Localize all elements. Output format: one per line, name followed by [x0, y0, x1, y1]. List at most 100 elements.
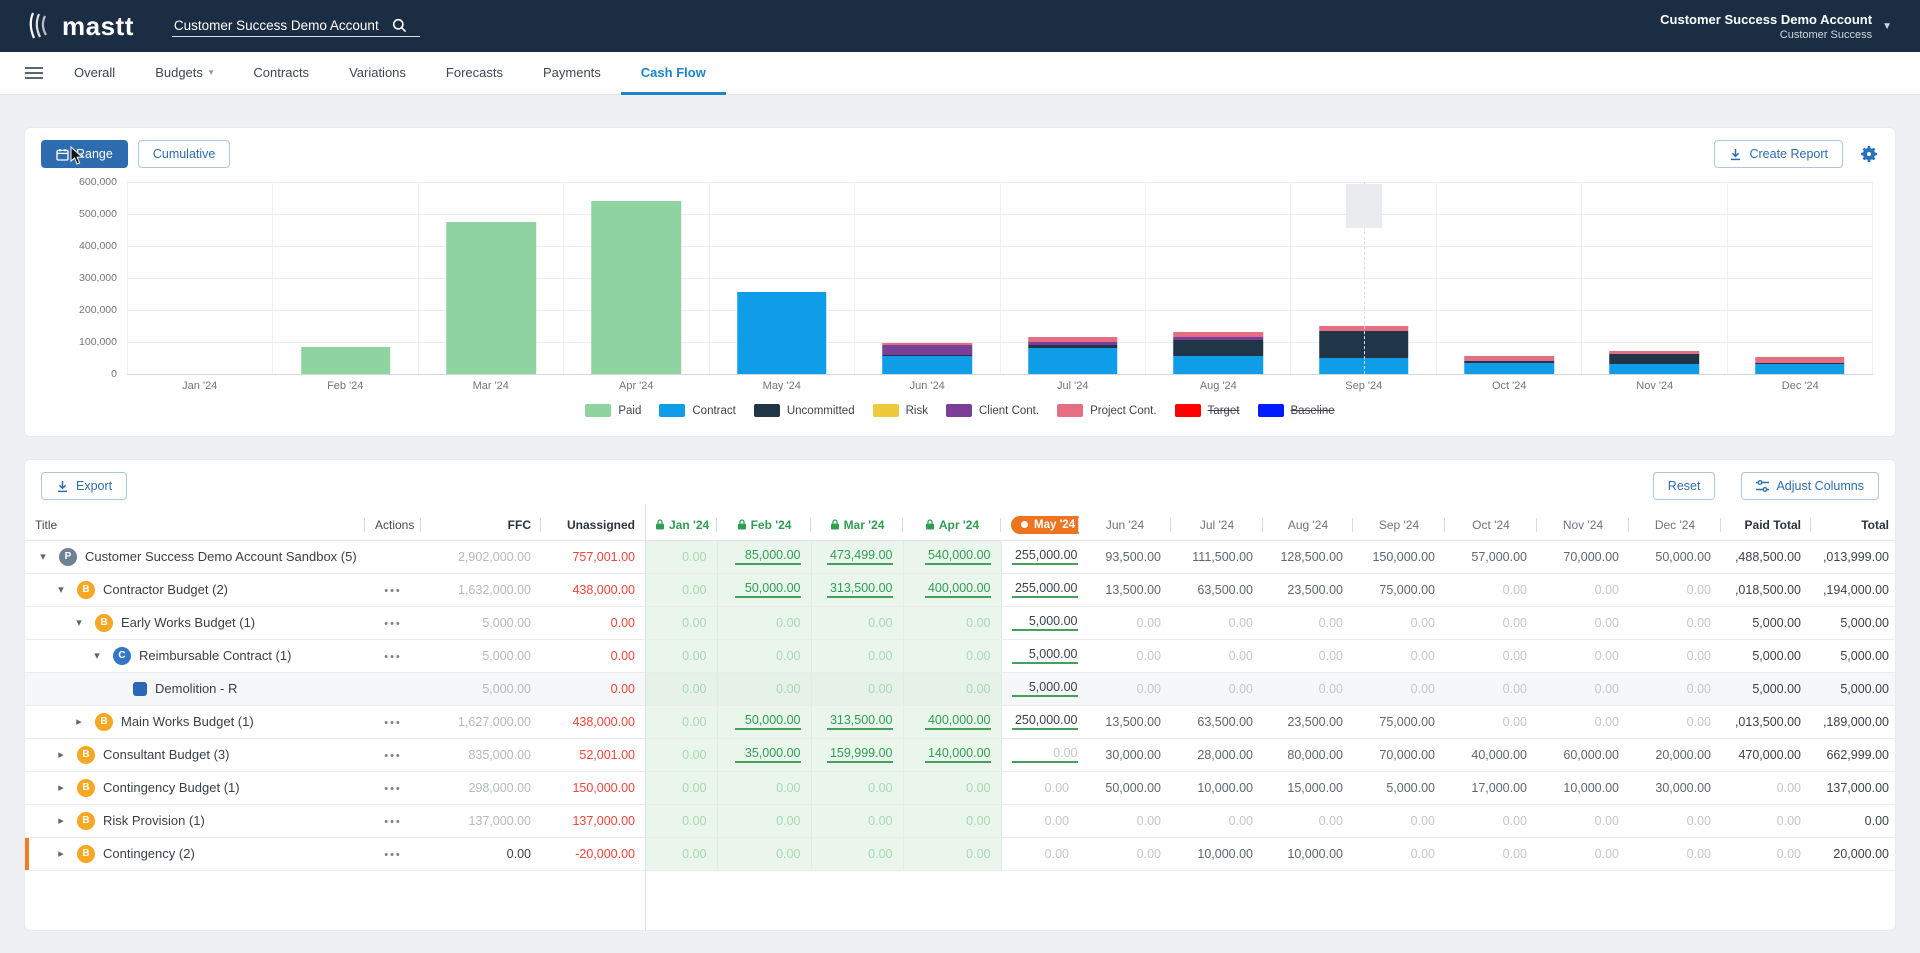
more-actions-icon[interactable]: ••• [384, 749, 402, 762]
stacked-bar[interactable] [1464, 356, 1554, 374]
more-actions-icon[interactable]: ••• [384, 650, 402, 663]
tab-payments[interactable]: Payments [523, 52, 621, 95]
stacked-bar[interactable] [1027, 337, 1118, 374]
row-title[interactable]: Contractor Budget (2) [103, 582, 229, 597]
col-header-month-future[interactable]: Dec '24 [1629, 510, 1721, 541]
month-value-current[interactable]: 255,000.00 [1011, 581, 1078, 598]
bar-segment-uncommitted[interactable] [1755, 363, 1845, 364]
bar-segment-uncommitted[interactable] [1318, 331, 1409, 358]
bar-segment-paid[interactable] [591, 201, 682, 374]
col-header-month-locked[interactable]: Mar '24 [811, 510, 903, 541]
tab-forecasts[interactable]: Forecasts [426, 52, 523, 95]
legend-item-baseline[interactable]: Baseline [1257, 404, 1335, 417]
chevron-right-icon[interactable]: ▸ [58, 749, 64, 761]
legend-item-client-cont-[interactable]: Client Cont. [945, 404, 1039, 417]
chevron-right-icon[interactable]: ▸ [58, 815, 64, 827]
bar-segment-client-cont-[interactable] [882, 345, 973, 355]
month-value-current[interactable]: 0.00 [1011, 746, 1078, 763]
legend-item-risk[interactable]: Risk [872, 404, 928, 417]
bar-segment-project-cont-[interactable] [882, 343, 973, 345]
month-value[interactable]: 159,999.00 [826, 746, 893, 763]
export-button[interactable]: Export [41, 472, 128, 500]
month-value-current[interactable]: 5,000.00 [1011, 614, 1078, 631]
stacked-bar[interactable] [1173, 332, 1263, 374]
col-header-month-current[interactable]: May '24 [1001, 510, 1079, 541]
legend-item-uncommitted[interactable]: Uncommitted [753, 404, 855, 417]
col-header-month-locked[interactable]: Apr '24 [903, 510, 1001, 541]
month-value[interactable]: 540,000.00 [924, 548, 991, 565]
bar-segment-project-cont-[interactable] [1609, 351, 1700, 354]
stacked-bar[interactable] [591, 201, 682, 374]
account-switcher[interactable]: Customer Success Demo Account Customer S… [1660, 12, 1872, 41]
bar-segment-contract[interactable] [1027, 348, 1118, 374]
month-value[interactable]: 313,500.00 [826, 713, 893, 730]
row-title[interactable]: Contingency Budget (1) [103, 780, 240, 795]
month-value[interactable]: 400,000.00 [924, 713, 991, 730]
row-title[interactable]: Main Works Budget (1) [121, 714, 254, 729]
bar-segment-contract[interactable] [1173, 356, 1263, 374]
month-value[interactable]: 313,500.00 [826, 581, 893, 598]
col-header-month-locked[interactable]: Feb '24 [717, 510, 811, 541]
tab-overall[interactable]: Overall [54, 52, 135, 95]
reset-button[interactable]: Reset [1652, 472, 1716, 500]
col-header-month-future[interactable]: Oct '24 [1445, 510, 1537, 541]
search-icon[interactable] [392, 18, 407, 33]
create-report-button[interactable]: Create Report [1714, 140, 1843, 168]
menu-hamburger-icon[interactable] [14, 52, 54, 94]
more-actions-icon[interactable]: ••• [384, 848, 402, 861]
stacked-bar[interactable] [300, 347, 391, 374]
col-header-month-future[interactable]: Aug '24 [1263, 510, 1353, 541]
chart-plot-area[interactable]: 600,000 500,000 400,000 300,000 200,000 100,0… [79, 176, 1874, 380]
chevron-right-icon[interactable]: ▸ [58, 848, 64, 860]
legend-item-project-cont-[interactable]: Project Cont. [1057, 404, 1157, 417]
tab-cash-flow[interactable]: Cash Flow [620, 52, 726, 95]
month-value[interactable]: 473,499.00 [826, 548, 893, 565]
account-chevron-down-icon[interactable]: ▼ [1882, 20, 1892, 32]
month-value-current[interactable]: 255,000.00 [1011, 548, 1078, 565]
range-button[interactable]: Range [41, 140, 128, 168]
mastt-logo[interactable]: mastt [28, 11, 134, 42]
cumulative-button[interactable]: Cumulative [137, 140, 231, 168]
col-header-paid-total[interactable]: Paid Total [1721, 510, 1811, 541]
col-header-month-future[interactable]: Jun '24 [1079, 510, 1171, 541]
more-actions-icon[interactable]: ••• [384, 617, 402, 630]
stacked-bar[interactable] [737, 292, 827, 374]
tab-budgets[interactable]: Budgets ▾ [135, 52, 233, 95]
month-value-current[interactable]: 0.00 [1044, 780, 1069, 795]
bar-segment-contract[interactable] [882, 356, 973, 374]
bar-segment-contract[interactable] [1464, 363, 1554, 374]
month-value-current[interactable]: 0.00 [1044, 813, 1069, 828]
chevron-down-icon[interactable]: ▾ [94, 650, 100, 662]
chart-settings-gear-icon[interactable] [1859, 144, 1879, 164]
legend-item-paid[interactable]: Paid [585, 404, 641, 417]
row-title[interactable]: Risk Provision (1) [103, 813, 205, 828]
col-header-title[interactable]: Title [25, 510, 365, 541]
chevron-right-icon[interactable]: ▸ [58, 782, 64, 794]
adjust-columns-button[interactable]: Adjust Columns [1741, 472, 1879, 500]
month-value-current[interactable]: 5,000.00 [1011, 647, 1078, 664]
stacked-bar[interactable] [446, 222, 536, 374]
bar-segment-project-cont-[interactable] [1464, 356, 1554, 361]
chevron-down-icon[interactable]: ▾ [40, 551, 46, 563]
col-header-ffc[interactable]: FFC [421, 510, 541, 541]
month-value-current[interactable]: 5,000.00 [1011, 680, 1078, 697]
col-header-total[interactable]: Total [1811, 510, 1895, 541]
global-search-input[interactable] [173, 18, 384, 33]
more-actions-icon[interactable]: ••• [384, 815, 402, 828]
global-search[interactable] [171, 15, 420, 37]
chevron-down-icon[interactable]: ▾ [76, 617, 82, 629]
row-title[interactable]: Reimbursable Contract (1) [139, 648, 292, 663]
row-title[interactable]: Early Works Budget (1) [121, 615, 256, 630]
bar-segment-uncommitted[interactable] [882, 355, 973, 356]
bar-segment-uncommitted[interactable] [1609, 354, 1700, 364]
month-value[interactable]: 35,000.00 [734, 746, 801, 763]
tab-contracts[interactable]: Contracts [233, 52, 329, 95]
month-value[interactable]: 50,000.00 [734, 713, 801, 730]
col-header-unassigned[interactable]: Unassigned [541, 510, 645, 541]
bar-segment-paid[interactable] [446, 222, 536, 374]
month-value[interactable]: 50,000.00 [734, 581, 801, 598]
chevron-right-icon[interactable]: ▸ [76, 716, 82, 728]
bar-segment-client-cont-[interactable] [1027, 342, 1118, 345]
bar-segment-project-cont-[interactable] [1318, 326, 1409, 331]
row-title[interactable]: Demolition - R [155, 681, 238, 696]
